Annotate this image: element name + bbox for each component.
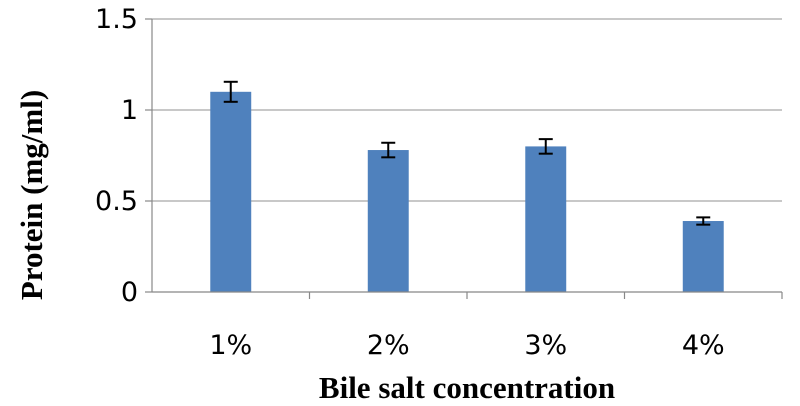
y-axis-title: Protein (mg/ml) (14, 90, 49, 300)
y-tick-label: 0.5 (95, 186, 138, 217)
bar (367, 150, 409, 292)
axes (145, 18, 783, 299)
bar (210, 91, 252, 292)
y-tick-label: 1.5 (95, 4, 138, 35)
bar (682, 221, 724, 292)
x-tick-label: 4% (682, 330, 725, 361)
x-axis-title: Bile salt concentration (319, 370, 615, 405)
gridlines (152, 18, 782, 202)
bars (210, 91, 724, 292)
y-tick-labels: 0 0.5 1 1.5 (95, 4, 138, 308)
error-bars (223, 80, 711, 226)
x-tick-label: 3% (524, 330, 567, 361)
x-tick-label: 2% (367, 330, 410, 361)
bar (525, 146, 567, 292)
x-tick-labels: 1% 2% 3% 4% (209, 330, 724, 361)
x-tick-label: 1% (209, 330, 252, 361)
y-tick-label: 1 (121, 95, 138, 126)
y-tick-label: 0 (121, 277, 138, 308)
